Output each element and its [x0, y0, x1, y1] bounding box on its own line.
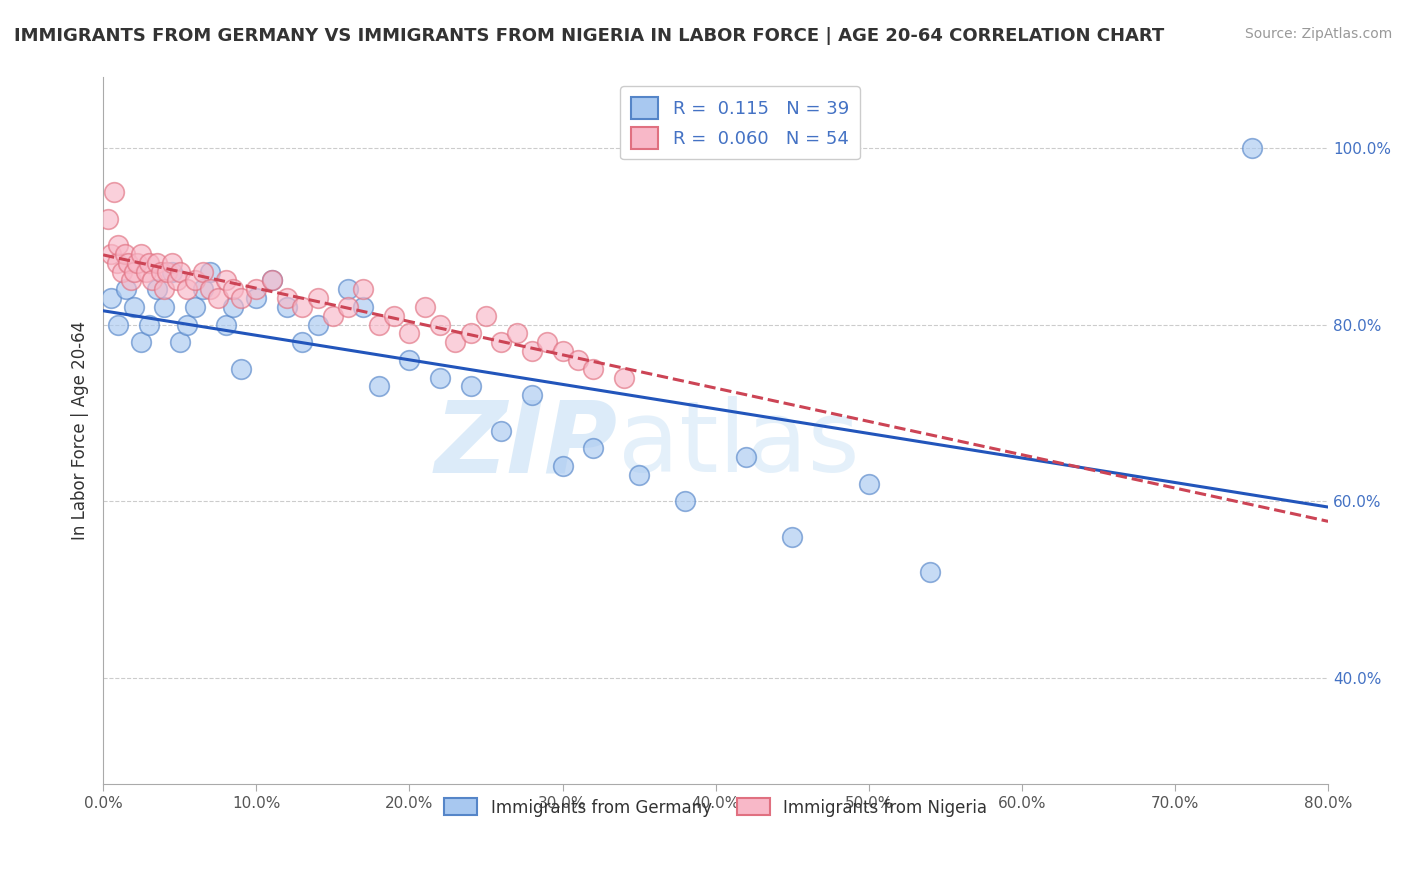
- Point: [117, 256, 139, 270]
- Point: [444, 335, 467, 350]
- Point: [105, 256, 128, 270]
- Point: [460, 379, 482, 393]
- Point: [229, 291, 252, 305]
- Point: [858, 476, 880, 491]
- Point: [100, 247, 122, 261]
- Point: [460, 326, 482, 341]
- Point: [222, 300, 245, 314]
- Legend: Immigrants from Germany, Immigrants from Nigeria: Immigrants from Germany, Immigrants from…: [436, 790, 995, 825]
- Point: [491, 335, 513, 350]
- Point: [145, 256, 167, 270]
- Point: [1240, 141, 1263, 155]
- Point: [120, 273, 142, 287]
- Point: [551, 344, 574, 359]
- Point: [141, 273, 163, 287]
- Point: [160, 265, 183, 279]
- Point: [160, 256, 183, 270]
- Point: [367, 318, 389, 332]
- Point: [429, 318, 451, 332]
- Text: ZIP: ZIP: [434, 396, 617, 493]
- Point: [551, 458, 574, 473]
- Point: [735, 450, 758, 464]
- Point: [184, 300, 207, 314]
- Point: [200, 265, 222, 279]
- Point: [131, 247, 153, 261]
- Point: [110, 265, 132, 279]
- Point: [628, 467, 651, 482]
- Point: [122, 300, 145, 314]
- Point: [505, 326, 527, 341]
- Point: [122, 265, 145, 279]
- Point: [153, 300, 176, 314]
- Point: [291, 335, 314, 350]
- Point: [673, 494, 696, 508]
- Point: [307, 291, 329, 305]
- Point: [191, 265, 214, 279]
- Point: [352, 300, 374, 314]
- Point: [214, 273, 236, 287]
- Point: [322, 309, 344, 323]
- Point: [103, 185, 125, 199]
- Point: [145, 282, 167, 296]
- Point: [169, 335, 191, 350]
- Point: [153, 282, 176, 296]
- Point: [367, 379, 389, 393]
- Text: IMMIGRANTS FROM GERMANY VS IMMIGRANTS FROM NIGERIA IN LABOR FORCE | AGE 20-64 CO: IMMIGRANTS FROM GERMANY VS IMMIGRANTS FR…: [14, 27, 1164, 45]
- Point: [229, 361, 252, 376]
- Point: [176, 282, 198, 296]
- Point: [780, 529, 803, 543]
- Point: [260, 273, 283, 287]
- Point: [276, 300, 298, 314]
- Point: [245, 291, 267, 305]
- Point: [138, 318, 160, 332]
- Point: [918, 565, 941, 579]
- Point: [276, 291, 298, 305]
- Point: [169, 265, 191, 279]
- Text: Source: ZipAtlas.com: Source: ZipAtlas.com: [1244, 27, 1392, 41]
- Point: [337, 300, 360, 314]
- Point: [536, 335, 558, 350]
- Point: [520, 388, 543, 402]
- Point: [156, 265, 179, 279]
- Point: [520, 344, 543, 359]
- Point: [398, 326, 420, 341]
- Point: [207, 291, 229, 305]
- Text: atlas: atlas: [617, 396, 859, 493]
- Point: [184, 273, 207, 287]
- Point: [107, 238, 129, 252]
- Point: [114, 247, 136, 261]
- Point: [100, 291, 122, 305]
- Point: [107, 318, 129, 332]
- Point: [398, 353, 420, 368]
- Point: [291, 300, 314, 314]
- Point: [337, 282, 360, 296]
- Point: [475, 309, 498, 323]
- Point: [582, 442, 605, 456]
- Point: [150, 265, 173, 279]
- Point: [245, 282, 267, 296]
- Point: [382, 309, 405, 323]
- Point: [125, 256, 148, 270]
- Point: [491, 424, 513, 438]
- Point: [429, 370, 451, 384]
- Point: [307, 318, 329, 332]
- Point: [166, 273, 188, 287]
- Point: [260, 273, 283, 287]
- Point: [222, 282, 245, 296]
- Point: [582, 361, 605, 376]
- Point: [214, 318, 236, 332]
- Point: [176, 318, 198, 332]
- Point: [352, 282, 374, 296]
- Point: [131, 335, 153, 350]
- Point: [135, 265, 157, 279]
- Point: [200, 282, 222, 296]
- Y-axis label: In Labor Force | Age 20-64: In Labor Force | Age 20-64: [72, 321, 89, 541]
- Point: [191, 282, 214, 296]
- Point: [567, 353, 589, 368]
- Point: [138, 256, 160, 270]
- Point: [613, 370, 636, 384]
- Point: [413, 300, 436, 314]
- Point: [97, 211, 120, 226]
- Point: [115, 282, 138, 296]
